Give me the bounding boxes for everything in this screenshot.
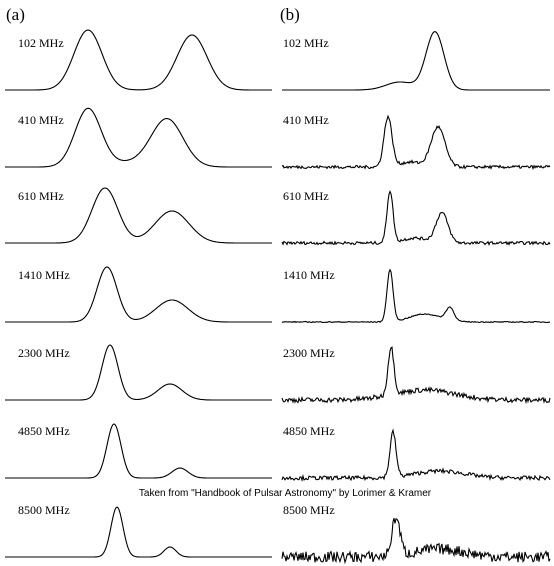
pulse-profile (5, 187, 272, 244)
pulse-profile (281, 114, 551, 171)
pulse-profile (281, 268, 551, 324)
pulse-profile (5, 29, 272, 91)
frequency-label: 2300 MHz (283, 346, 335, 360)
pulse-profile (282, 31, 550, 91)
frequency-label: 410 MHz (18, 113, 64, 127)
pulse-profile (5, 107, 272, 168)
pulse-profile (5, 423, 272, 479)
pulse-profile (281, 428, 551, 482)
frequency-label: 610 MHz (18, 189, 64, 203)
frequency-label: 4850 MHz (283, 424, 335, 438)
frequency-label: 102 MHz (283, 36, 329, 50)
frequency-label: 1410 MHz (18, 268, 70, 282)
frequency-label: 2300 MHz (18, 346, 70, 360)
pulse-profile (5, 506, 272, 558)
caption: Taken from "Handbook of Pulsar Astronomy… (139, 488, 432, 499)
pulse-profile (5, 266, 272, 323)
pulse-profile (281, 346, 551, 405)
panel-label: (b) (280, 5, 300, 24)
frequency-label: 610 MHz (283, 189, 329, 203)
frequency-label: 4850 MHz (18, 424, 70, 438)
frequency-label: 8500 MHz (18, 503, 70, 517)
frequency-label: 102 MHz (18, 36, 64, 50)
pulse-profile (281, 517, 551, 565)
frequency-label: 410 MHz (283, 113, 329, 127)
pulse-profile (281, 190, 551, 246)
frequency-label: 1410 MHz (283, 268, 335, 282)
pulse-profile (5, 344, 272, 401)
panel-label: (a) (6, 5, 25, 24)
frequency-label: 8500 MHz (283, 503, 335, 517)
